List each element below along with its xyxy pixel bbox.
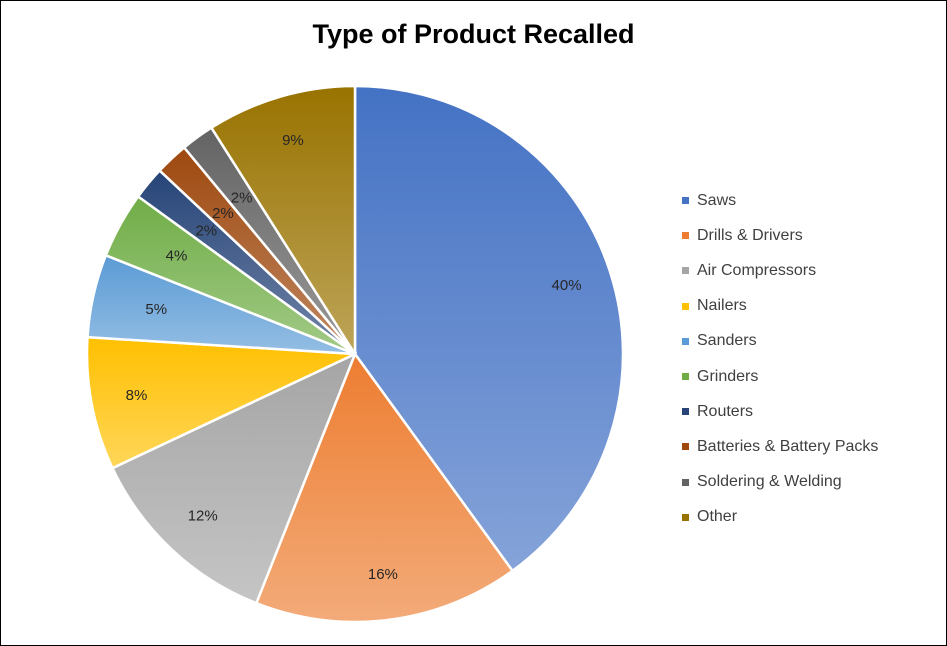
legend-swatch: [682, 513, 689, 521]
legend-swatch: [682, 337, 689, 345]
pie-slice-other: [209, 84, 357, 359]
legend-label: Soldering & Welding: [697, 473, 842, 491]
legend-swatch: [682, 408, 689, 416]
legend-label: Saws: [697, 191, 737, 209]
pie-labels: 40%16%12%8%5%4%2%2%2%9%: [126, 132, 582, 583]
legend-label: Routers: [697, 402, 754, 420]
data-label: 2%: [195, 223, 217, 240]
data-label: 12%: [188, 508, 218, 525]
legend-swatch: [682, 302, 689, 310]
legend-swatch: [682, 197, 689, 205]
pie-slice-air-compressors: [110, 351, 358, 605]
legend-item: Saws: [682, 183, 932, 218]
data-label: 4%: [166, 247, 188, 264]
data-label: 9%: [282, 132, 304, 149]
legend-swatch: [682, 478, 689, 486]
legend-item: Routers: [682, 394, 932, 429]
data-label: 2%: [231, 189, 253, 206]
data-label: 16%: [368, 566, 398, 583]
legend-label: Batteries & Battery Packs: [697, 437, 879, 455]
pie-slice-drills-drivers: [254, 351, 515, 624]
legend-swatch: [682, 373, 689, 381]
data-label: 40%: [552, 277, 582, 294]
legend-swatch: [682, 443, 689, 451]
legend-label: Drills & Drivers: [697, 226, 803, 244]
data-label: 5%: [145, 301, 167, 318]
legend-item: Batteries & Battery Packs: [682, 429, 932, 464]
legend-label: Nailers: [697, 297, 747, 315]
legend-item: Drills & Drivers: [682, 218, 932, 253]
chart-title: Type of Product Recalled: [312, 19, 635, 49]
legend-label: Other: [697, 508, 738, 526]
pie-slices: [85, 84, 625, 624]
legend-item: Soldering & Welding: [682, 465, 932, 500]
legend-item: Other: [682, 500, 932, 535]
pie-slice-nailers: [85, 335, 356, 470]
legend-label: Grinders: [697, 367, 759, 385]
legend-swatch: [682, 232, 689, 240]
legend-swatch: [682, 267, 689, 275]
legend-item: Sanders: [682, 324, 932, 359]
legend: Saws Drills & Drivers Air Compressors Naile…: [682, 183, 932, 535]
legend-item: Air Compressors: [682, 253, 932, 288]
legend-item: Grinders: [682, 359, 932, 394]
pie-slice-saws: [353, 84, 625, 573]
data-label: 2%: [212, 205, 234, 222]
legend-label: Sanders: [697, 332, 757, 350]
legend-label: Air Compressors: [697, 261, 817, 279]
data-label: 8%: [126, 387, 148, 404]
legend-item: Nailers: [682, 289, 932, 324]
